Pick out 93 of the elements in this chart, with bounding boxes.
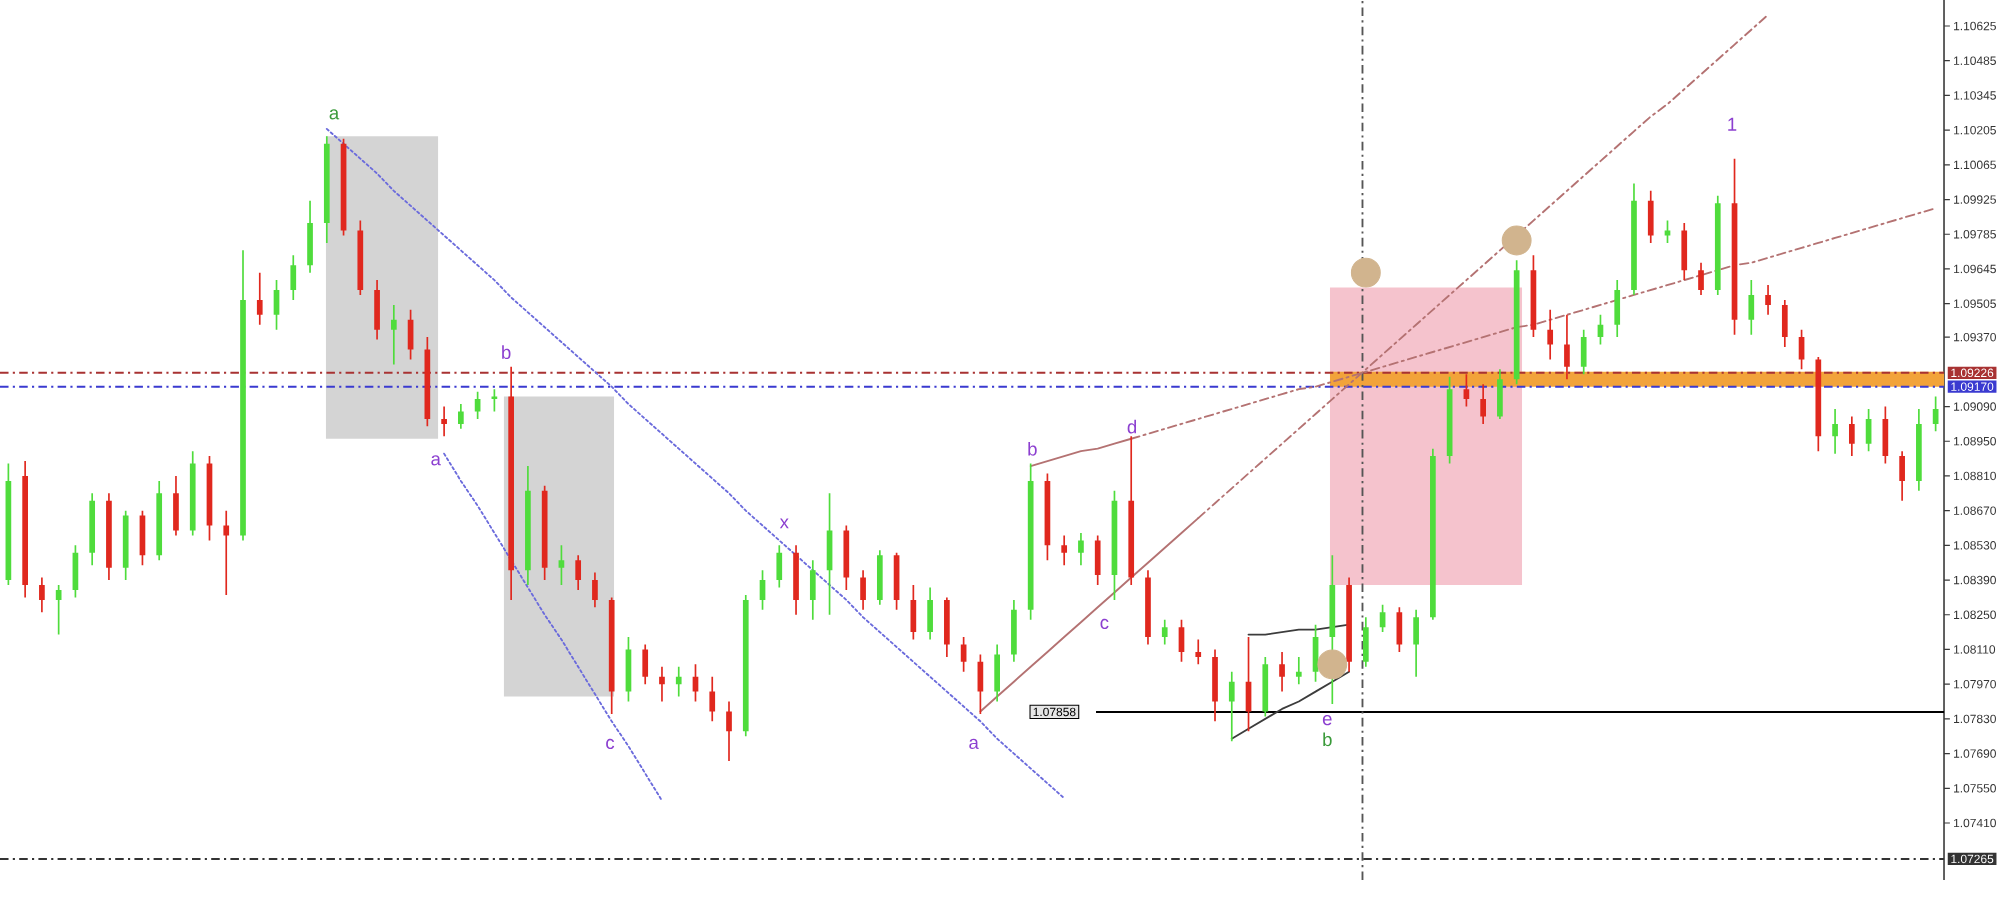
candlestick [39,577,45,613]
candlestick [1480,384,1486,424]
candlestick [575,555,582,590]
candlestick [876,550,883,605]
candlestick [1631,183,1637,295]
annotation: a [431,455,441,466]
candlestick [1513,260,1520,385]
candlestick [307,200,313,273]
annotation: b [1323,732,1332,747]
candlestick [1899,451,1905,501]
candlestick [1027,463,1034,620]
candlestick [22,461,28,598]
candlestick [994,644,1000,702]
candlestick [1430,448,1436,620]
candlestick [1849,416,1855,457]
candlestick [508,366,514,600]
candlestick [1564,314,1570,380]
annotation: d [1127,419,1137,434]
candlestick [1698,262,1704,295]
candlestick [776,545,783,588]
candlestick [1094,535,1101,586]
annotation: 1 [1728,117,1737,131]
point [1317,649,1348,680]
candlestick [843,525,850,590]
candlestick [1547,309,1554,360]
candlestick [608,597,615,714]
point [1501,225,1532,256]
candlestick [1061,535,1068,566]
candlestick [1078,532,1084,566]
candlestick [1580,329,1587,375]
annotation: a [329,109,340,120]
candlestick [374,280,380,340]
annotation: c [606,738,615,750]
candlestick [223,510,230,595]
candlestick [1279,651,1285,692]
candlestick [122,510,129,581]
candlestick [1145,570,1151,645]
candlestick [525,466,531,586]
candlestick [860,570,866,610]
candlestick [1647,190,1654,243]
candlestick [726,701,732,762]
candlestick [323,136,330,243]
candlestick [927,587,933,640]
point [1350,257,1381,288]
candlestick [809,560,816,620]
candlestick [156,480,163,561]
candlestick [1714,195,1721,295]
candlestick [944,597,950,657]
candlestick [458,404,464,429]
candlestick [659,666,665,702]
annotation: b [1028,442,1037,456]
candlestick [1765,285,1771,315]
candlestick [1815,356,1822,452]
annotation: x [779,518,789,529]
candlestick [1681,223,1688,281]
candlestick [1748,280,1755,335]
candlestick [89,493,96,566]
candlestick [592,572,598,608]
candlestick [357,220,364,295]
candlestick [1497,369,1503,419]
annotation: c [1100,618,1109,630]
candlestick [390,304,397,365]
candlestick [1011,599,1017,662]
annotation: b [502,345,511,360]
candlestick [1413,609,1419,677]
annotation: a [969,738,979,750]
candlestick [290,255,297,300]
candlestick [1614,280,1621,338]
candlestick [675,666,682,697]
candlestick [742,594,749,737]
candlestick [1212,649,1218,722]
candlestick [709,676,716,722]
candlestick [793,545,799,615]
candlestick [541,485,548,581]
candlestick [1228,671,1235,742]
candlestick [1832,409,1838,454]
candlestick [1128,436,1135,586]
candlestick [1916,409,1922,491]
candlestick [189,451,196,536]
candlestick [642,644,649,685]
candlestick [1262,656,1269,717]
candlestick [1295,656,1302,685]
candlestick [1781,299,1788,348]
candlestick [106,493,112,581]
candlestick [173,475,179,536]
candlestick [441,406,447,437]
candlestick [256,272,263,325]
candlestick [1161,619,1168,645]
candlestick [1346,577,1352,672]
candlestick [1195,639,1202,665]
candlestick [240,250,246,541]
annotation: e [1322,714,1332,726]
candlestick [1362,617,1369,667]
